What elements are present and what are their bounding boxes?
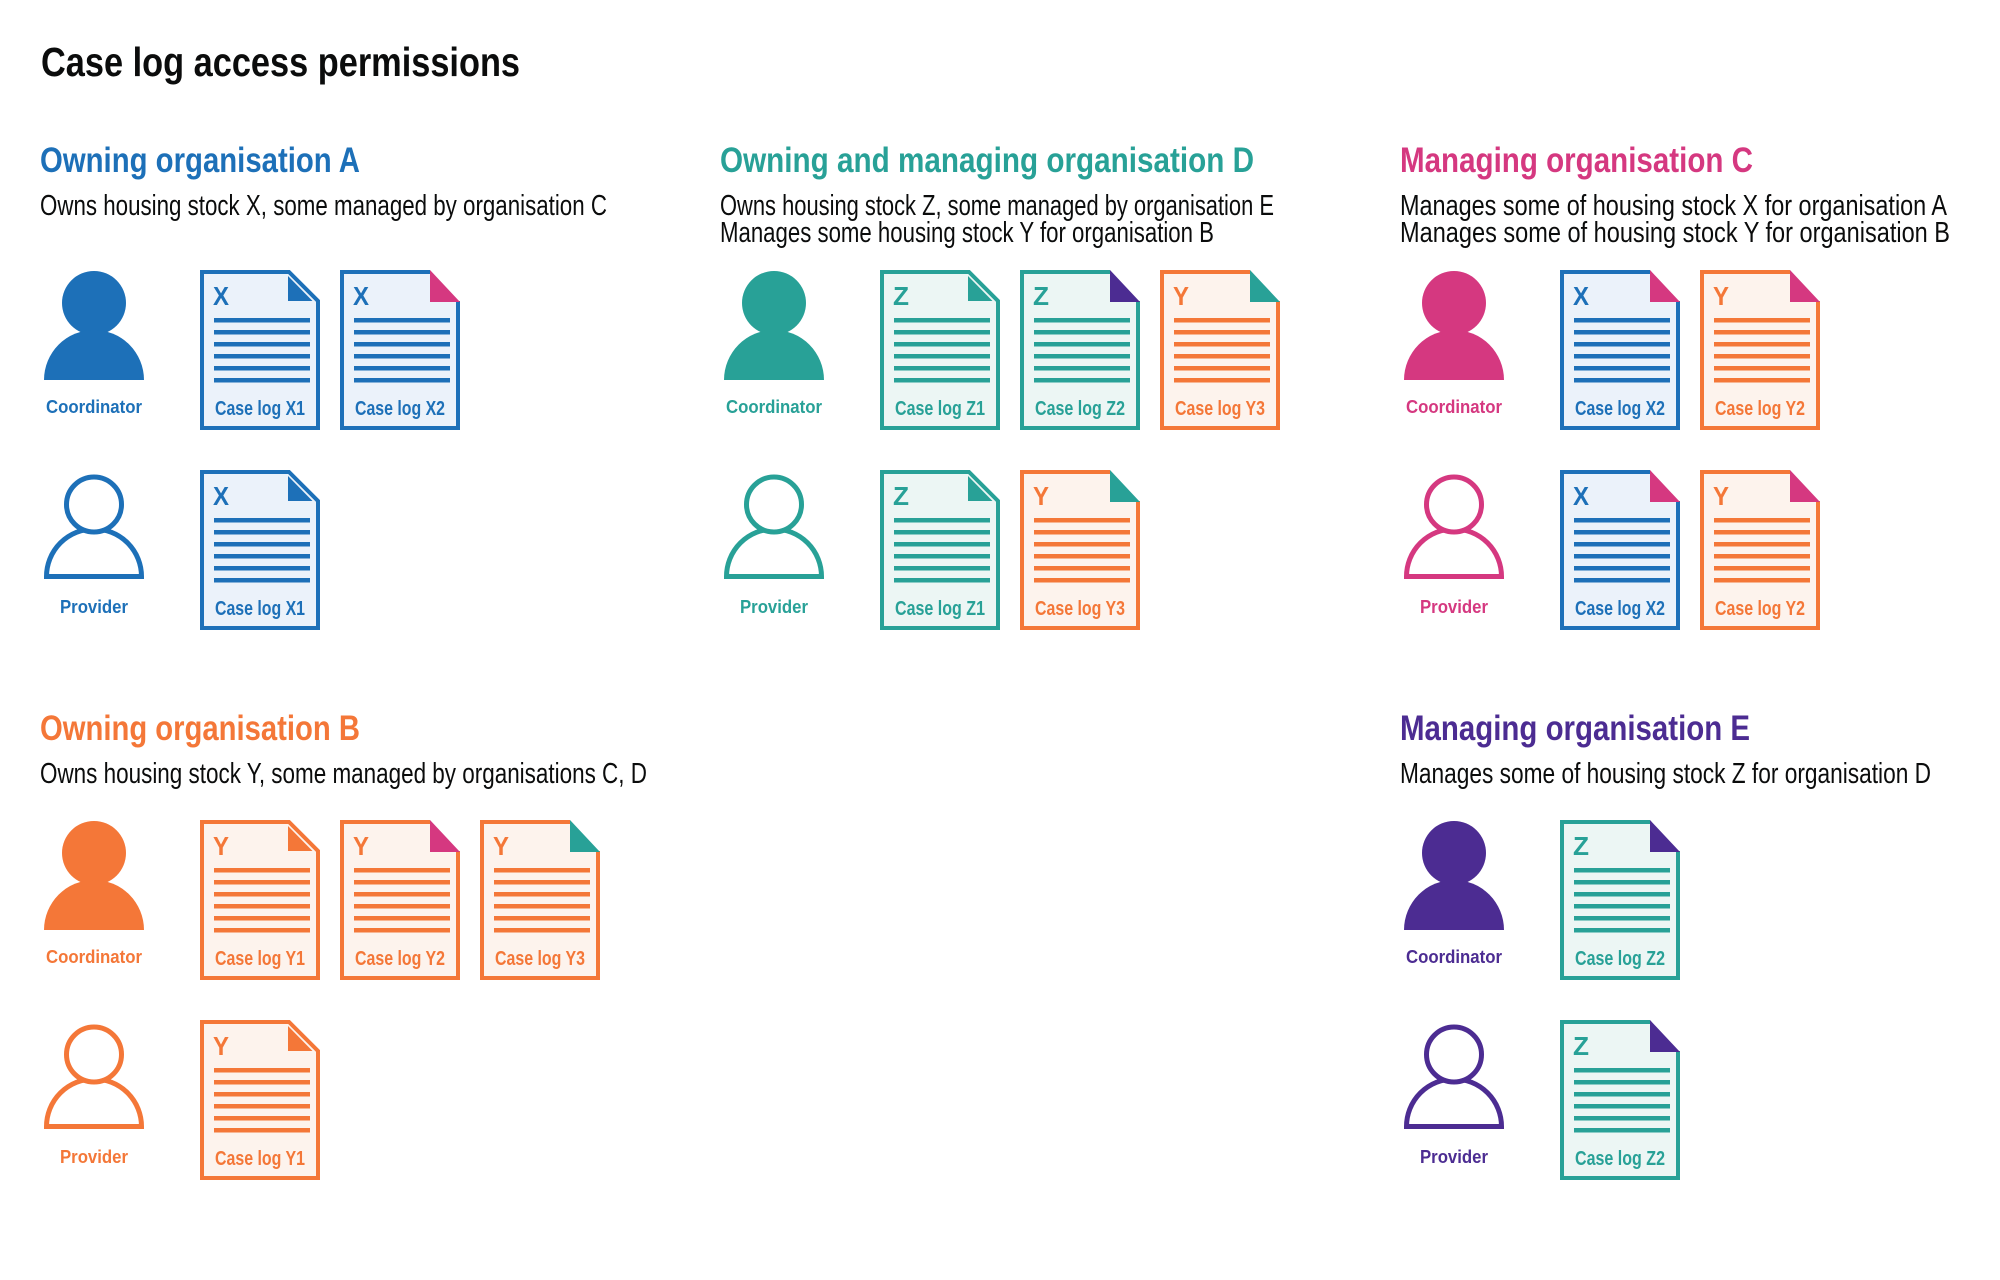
svg-text:Case log Y2: Case log Y2	[1715, 398, 1805, 420]
svg-text:Y: Y	[493, 831, 509, 861]
svg-text:Case log Z1: Case log Z1	[895, 598, 985, 620]
svg-text:Case log X2: Case log X2	[1575, 598, 1665, 620]
svg-text:Case log Z2: Case log Z2	[1575, 1148, 1665, 1170]
svg-text:Case log Y3: Case log Y3	[1175, 398, 1265, 420]
svg-text:Y: Y	[1033, 481, 1049, 511]
svg-text:Z: Z	[893, 281, 909, 311]
svg-text:X: X	[213, 281, 230, 311]
svg-text:Case log Y2: Case log Y2	[355, 948, 445, 970]
svg-text:Z: Z	[1033, 281, 1049, 311]
svg-text:Y: Y	[1173, 281, 1189, 311]
svg-text:Y: Y	[213, 831, 229, 861]
svg-text:Z: Z	[1573, 1031, 1589, 1061]
svg-text:Case log X1: Case log X1	[215, 598, 305, 620]
svg-text:Case log X1: Case log X1	[215, 398, 305, 420]
svg-text:Case log X2: Case log X2	[1575, 398, 1665, 420]
svg-text:Case log X2: Case log X2	[355, 398, 445, 420]
svg-text:Y: Y	[1713, 281, 1729, 311]
svg-text:Case log Y3: Case log Y3	[1035, 598, 1125, 620]
svg-text:X: X	[1573, 481, 1590, 511]
svg-text:X: X	[1573, 281, 1590, 311]
svg-text:X: X	[353, 281, 370, 311]
svg-text:Z: Z	[1573, 831, 1589, 861]
svg-text:X: X	[213, 481, 230, 511]
svg-text:Z: Z	[893, 481, 909, 511]
svg-text:Case log Y3: Case log Y3	[495, 948, 585, 970]
svg-text:Case log Z2: Case log Z2	[1035, 398, 1125, 420]
svg-text:Y: Y	[353, 831, 369, 861]
svg-text:Case log Z1: Case log Z1	[895, 398, 985, 420]
svg-text:Case log Y1: Case log Y1	[215, 948, 305, 970]
svg-text:Case log Y1: Case log Y1	[215, 1148, 305, 1170]
svg-text:Case log Z2: Case log Z2	[1575, 948, 1665, 970]
svg-text:Y: Y	[213, 1031, 229, 1061]
svg-text:Y: Y	[1713, 481, 1729, 511]
svg-text:Case log Y2: Case log Y2	[1715, 598, 1805, 620]
